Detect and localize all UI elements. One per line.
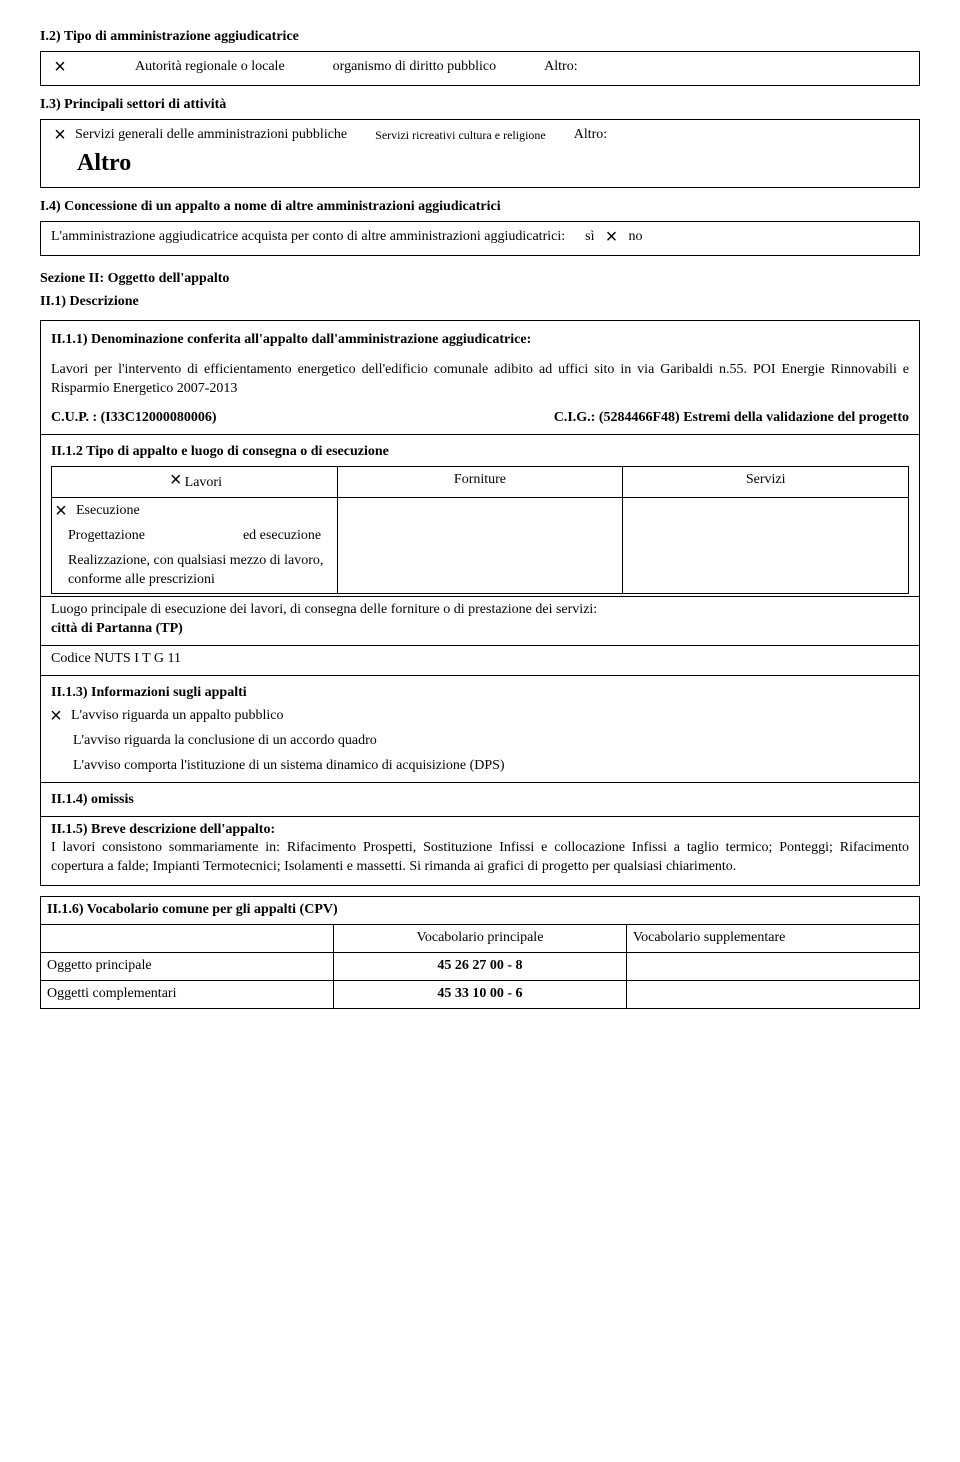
luogo-row: Luogo principale di esecuzione dei lavor… [51,597,909,639]
opt-progettazione: Progettazione ed esecuzione [68,528,321,543]
heading-ii14: II.1.4) omissis [51,787,909,810]
cup-label: C.U.P. : (I33C12000080006) [51,409,217,428]
cell-forniture-empty [337,497,623,594]
cell-lavori-options: × Esecuzione Progettazione ed esecuzione… [52,497,338,594]
heading-i2: I.2) Tipo di amministrazione aggiudicatr… [40,28,920,47]
opt-esecuzione: Esecuzione [76,502,140,521]
luogo-bold: città di Partanna (TP) [51,621,183,636]
heading-i4: I.4) Concessione di un appalto a nome di… [40,198,920,217]
heading-ii16: II.1.6) Vocabolario comune per gli appal… [41,897,919,924]
heading-ii11: II.1.1) Denominazione conferita all'appa… [51,331,909,350]
cross-icon: × [51,58,69,76]
col-lavori-header: ×Lavori [52,466,338,497]
cell-servizi-empty [623,497,909,594]
cpv-col-main: Vocabolario principale [334,925,627,953]
opt-accordo-quadro: L'avviso riguarda la conclusione di un a… [73,732,909,751]
box-i3: × Servizi generali delle amministrazioni… [40,119,920,188]
si-label: sì [585,228,594,247]
luogo-text: Luogo principale di esecuzione dei lavor… [51,602,597,617]
cross-icon: × [602,228,620,246]
heading-ii12: II.1.2 Tipo di appalto e luogo di conseg… [51,439,909,462]
table-row: Vocabolario principale Vocabolario suppl… [41,925,919,953]
cig-label: C.I.G.: (5284466F48) Estremi della valid… [554,409,909,428]
box-ii16: II.1.6) Vocabolario comune per gli appal… [40,896,920,1009]
opt-realizzazione: Realizzazione, con qualsiasi mezzo di la… [68,552,331,590]
cross-icon: × [167,471,185,489]
box-ii1: II.1.1) Denominazione conferita all'appa… [40,320,920,887]
opt-regional-authority: Autorità regionale o locale [135,58,285,77]
heading-ii1: II.1) Descrizione [40,293,920,312]
table-row-options: × Esecuzione Progettazione ed esecuzione… [52,497,909,594]
table-row: Oggetti complementari 45 33 10 00 - 6 [41,980,919,1007]
table-cpv: II.1.6) Vocabolario comune per gli appal… [41,897,919,1008]
ii15-body: I lavori consistono sommariamente in: Ri… [51,839,909,877]
opt-other-i3: Altro: [574,126,607,145]
ii11-body: Lavori per l'intervento di efficientamen… [51,361,909,399]
heading-sezione-ii: Sezione II: Oggetto dell'appalto [40,270,920,289]
cpv-row2-label: Oggetti complementari [41,980,334,1007]
box-i2: × Autorità regionale o locale organismo … [40,51,920,86]
opt-appalto-pubblico: L'avviso riguarda un appalto pubblico [71,707,283,726]
opt-general-services: Servizi generali delle amministrazioni p… [75,126,347,145]
col-lavori-label: Lavori [185,475,222,490]
big-altro-label: Altro [77,147,909,179]
opt-public-body: organismo di diritto pubblico [333,58,496,77]
cross-icon: × [47,707,65,725]
col-servizi-header: Servizi [623,466,909,497]
cross-icon: × [52,502,70,520]
cross-icon: × [51,126,69,144]
table-row: II.1.6) Vocabolario comune per gli appal… [41,897,919,924]
heading-ii15: II.1.5) Breve descrizione dell'appalto: [51,822,275,837]
heading-i3: I.3) Principali settori di attività [40,96,920,115]
box-i4: L'amministrazione aggiudicatrice acquist… [40,221,920,256]
no-label: no [628,228,642,247]
opt-other: Altro: [544,58,577,77]
cpv-row1-label: Oggetto principale [41,953,334,981]
table-ii12: ×Lavori Forniture Servizi × Esecuzione P… [51,466,909,594]
cpv-row1-val: 45 26 27 00 - 8 [334,953,627,981]
cpv-row2-val: 45 33 10 00 - 6 [334,980,627,1007]
nuts-row: Codice NUTS I T G 11 [51,646,909,669]
i4-text: L'amministrazione aggiudicatrice acquist… [51,228,565,247]
opt-dps: L'avviso comporta l'istituzione di un si… [73,757,909,776]
cpv-col-supp: Vocabolario supplementare [626,925,919,953]
table-row-header: ×Lavori Forniture Servizi [52,466,909,497]
heading-ii13: II.1.3) Informazioni sugli appalti [51,680,909,703]
opt-culture: Servizi ricreativi cultura e religione [375,127,546,143]
col-forniture-header: Forniture [337,466,623,497]
table-row: Oggetto principale 45 26 27 00 - 8 [41,953,919,981]
